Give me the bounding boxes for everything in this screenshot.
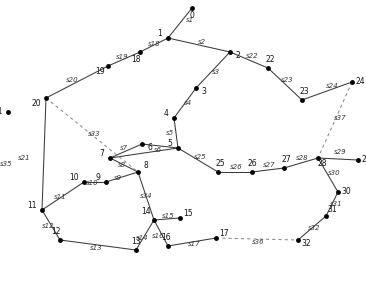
Text: s33: s33 <box>88 131 100 137</box>
Text: s36: s36 <box>252 239 264 245</box>
Text: 1: 1 <box>158 30 163 38</box>
Text: 22: 22 <box>265 56 275 65</box>
Text: 24: 24 <box>355 78 365 86</box>
Text: s28: s28 <box>296 155 308 161</box>
Text: 20: 20 <box>31 99 41 107</box>
Text: s31: s31 <box>330 201 342 207</box>
Text: s27: s27 <box>263 162 275 168</box>
Text: s2: s2 <box>198 39 206 45</box>
Text: 9: 9 <box>96 173 100 183</box>
Text: 23: 23 <box>299 88 309 96</box>
Text: s12: s12 <box>42 223 54 229</box>
Text: 17: 17 <box>219 229 229 239</box>
Text: 11: 11 <box>27 202 37 210</box>
Text: 6: 6 <box>147 144 152 152</box>
Text: 3: 3 <box>202 88 206 96</box>
Text: 27: 27 <box>281 155 291 165</box>
Text: s30: s30 <box>328 170 340 176</box>
Text: 32: 32 <box>301 239 311 249</box>
Text: s18: s18 <box>148 41 160 47</box>
Text: 5: 5 <box>168 139 172 149</box>
Text: s19: s19 <box>116 54 128 60</box>
Text: s11: s11 <box>54 194 66 200</box>
Text: s8: s8 <box>118 162 126 168</box>
Text: s22: s22 <box>246 53 258 59</box>
Text: 16: 16 <box>161 234 171 242</box>
Text: s10: s10 <box>86 180 98 186</box>
Text: s24: s24 <box>326 83 338 89</box>
Text: s5: s5 <box>166 130 174 136</box>
Text: s35: s35 <box>0 161 12 167</box>
Text: s37: s37 <box>334 115 346 121</box>
Text: 28: 28 <box>317 160 327 168</box>
Text: s34: s34 <box>140 193 152 199</box>
Text: 7: 7 <box>100 149 104 158</box>
Text: 26: 26 <box>247 160 257 168</box>
Text: 12: 12 <box>51 228 61 237</box>
Text: 4: 4 <box>164 110 168 118</box>
Text: s21: s21 <box>18 155 30 161</box>
Text: s32: s32 <box>308 225 320 231</box>
Text: 30: 30 <box>341 187 351 197</box>
Text: 14: 14 <box>141 207 151 216</box>
Text: s23: s23 <box>281 77 293 83</box>
Text: s6: s6 <box>154 147 162 153</box>
Text: 19: 19 <box>95 67 105 75</box>
Text: 15: 15 <box>183 210 193 218</box>
Text: s3: s3 <box>212 69 220 75</box>
Text: s1: s1 <box>186 17 194 23</box>
Text: 29: 29 <box>361 155 366 165</box>
Text: 0: 0 <box>190 12 194 20</box>
Text: s14: s14 <box>136 235 148 241</box>
Text: 25: 25 <box>215 160 225 168</box>
Text: s20: s20 <box>66 77 78 83</box>
Text: s26: s26 <box>230 164 242 170</box>
Text: s15: s15 <box>162 213 174 219</box>
Text: s13: s13 <box>90 245 102 251</box>
Text: 18: 18 <box>131 54 141 64</box>
Text: 8: 8 <box>143 162 148 170</box>
Text: 31: 31 <box>327 205 337 215</box>
Text: 2: 2 <box>236 52 240 60</box>
Text: 13: 13 <box>131 237 141 247</box>
Text: 21: 21 <box>0 107 3 117</box>
Text: s25: s25 <box>194 154 206 160</box>
Text: s29: s29 <box>334 149 346 155</box>
Text: s16: s16 <box>152 233 164 239</box>
Text: s17: s17 <box>188 241 200 247</box>
Text: s4: s4 <box>184 100 192 106</box>
Text: s9: s9 <box>114 175 122 181</box>
Text: s7: s7 <box>120 145 128 151</box>
Text: 10: 10 <box>69 173 79 183</box>
